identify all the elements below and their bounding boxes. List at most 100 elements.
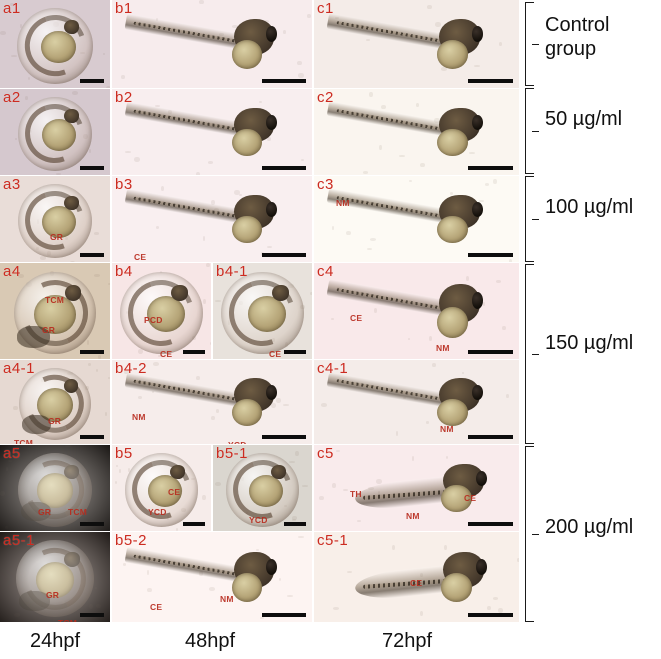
annotation-tcm: TCM [58,618,77,622]
panel-id-label: c4 [317,263,334,280]
background-speckle [379,145,382,150]
background-speckle [98,355,101,359]
background-speckle [331,318,334,320]
background-speckle [115,481,117,484]
background-speckle [295,451,299,456]
yolk-sac [247,296,286,333]
panel-id-label: a5 [3,445,21,462]
panel-b2: b2 [112,89,312,175]
eye [266,201,277,218]
panel-c1: c1 [314,0,519,88]
background-speckle [333,607,339,610]
background-speckle [215,482,221,486]
annotation-gr: GR [50,232,64,242]
background-speckle [399,155,405,157]
background-speckle [298,536,304,538]
scale-bar [468,79,513,83]
background-speckle [321,403,327,407]
embryo-head [272,284,289,301]
panel-a5: a5 GR TCM [0,445,110,531]
background-speckle [259,101,262,103]
yolk-sac [41,30,77,64]
dose-label-200: 200 µg/ml [545,516,634,538]
background-speckle [487,606,491,610]
background-speckle [267,246,272,248]
panel-a5-1: a5-1 GR TCM [0,532,110,622]
time-label-72hpf: 72hpf [382,630,433,652]
background-speckle [20,24,22,28]
panel-id-label: a4-1 [3,360,36,377]
background-speckle [343,489,348,491]
panel-id-label: a3 [3,176,21,193]
annotation-tcm: TCM [14,438,34,444]
annotation-nm: NM [406,511,420,521]
panel-c5-1: c5-1CETH [314,532,519,622]
background-speckle [502,326,506,330]
background-speckle [474,65,480,67]
background-speckle [483,302,485,306]
annotation-tcm: TCM [45,295,65,305]
scale-bar [262,435,306,439]
background-speckle [466,276,469,281]
background-speckle [420,163,425,167]
annotation-ycd: YCD [148,507,167,517]
panel-b5: b5CEYCDTCM [112,445,211,531]
dose-tick-150 [532,354,539,355]
background-speckle [13,406,18,410]
scale-bar [284,522,306,526]
yolk-sac [437,215,468,244]
background-speckle [432,363,436,367]
panel-id-label: c1 [317,0,334,17]
annotation-ce: CE [168,487,181,497]
yolk-sac [232,40,262,69]
panel-a4: a4 TCM GR [0,263,110,359]
scale-bar [183,522,205,526]
background-speckle [87,340,89,345]
dose-label-control: Control group [545,14,610,60]
background-speckle [103,53,105,55]
background-speckle [374,308,377,313]
background-speckle [496,280,501,283]
background-speckle [128,468,130,472]
background-speckle [134,157,140,162]
eye [266,26,277,43]
panel-id-label: c5 [317,445,334,462]
background-speckle [108,283,110,285]
background-speckle [94,232,99,235]
annotation-gr: GR [42,325,56,335]
yolk-sac [441,484,472,513]
background-speckle [499,42,502,46]
panel-b1: b1 [112,0,312,88]
scale-bar [80,435,104,439]
panel-id-label: c3 [317,176,334,193]
background-speckle [119,469,121,473]
eye [471,26,484,43]
background-speckle [279,578,281,581]
panel-id-label: c2 [317,89,334,106]
annotation-ce: CE [350,313,363,323]
annotation-ce: CE [384,442,396,444]
background-speckle [276,398,281,403]
annotation-gr: GR [48,416,62,426]
background-speckle [267,137,271,141]
annotation-nm: NM [336,198,350,208]
yolk-sac [437,307,468,338]
yolk-sac [232,398,262,426]
dose-bracket-150 [525,264,534,444]
background-speckle [292,519,296,521]
background-speckle [366,39,370,41]
embryo-head [64,284,82,301]
background-speckle [509,259,512,262]
panel-a3: a3 GR [0,176,110,262]
eye [475,470,488,487]
annotation-ce: CE [410,578,423,588]
tissue-debris [17,326,51,348]
background-speckle [10,3,14,6]
background-speckle [106,86,110,88]
panel-id-label: b2 [115,89,133,106]
panel-id-label: c5-1 [317,532,349,549]
background-speckle [287,595,293,597]
background-speckle [0,31,6,35]
panel-id-label: b4-1 [216,263,249,280]
background-speckle [426,421,429,424]
